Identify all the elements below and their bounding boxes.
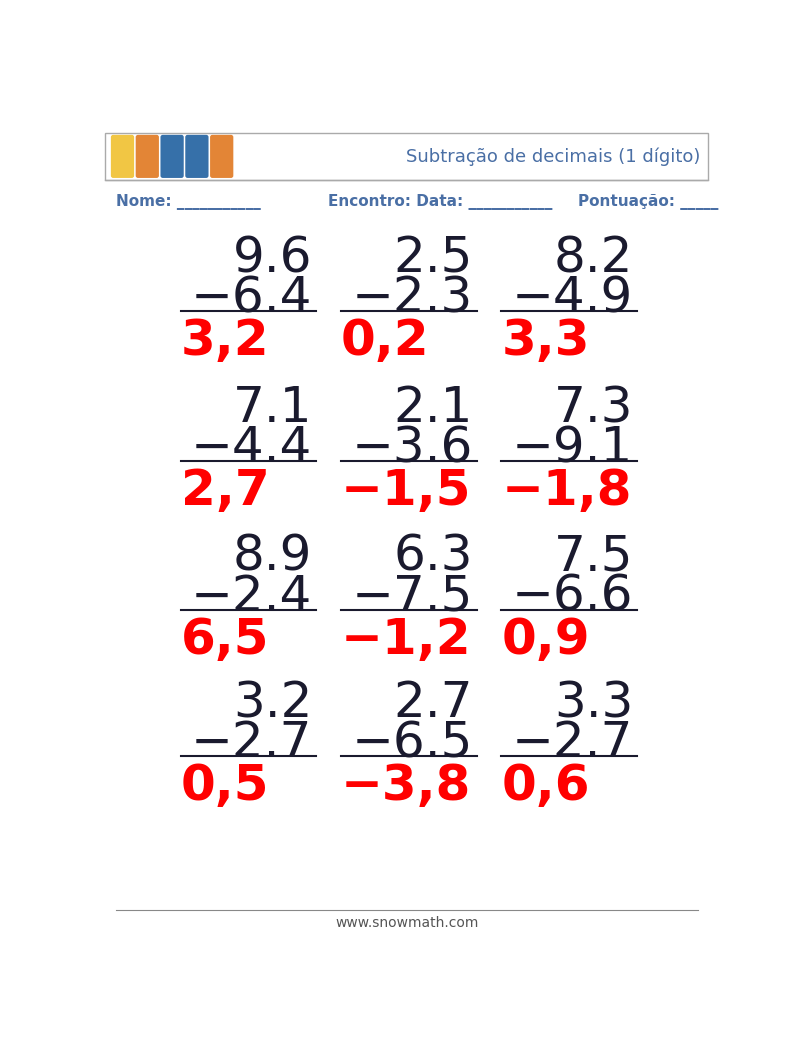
- Text: 3,2: 3,2: [180, 317, 269, 365]
- Text: 8.2: 8.2: [554, 234, 634, 282]
- Text: 3.3: 3.3: [554, 679, 634, 728]
- Text: −3.6: −3.6: [352, 424, 472, 473]
- Text: 2.1: 2.1: [393, 384, 472, 433]
- Text: 0,5: 0,5: [180, 762, 269, 811]
- Text: −6.5: −6.5: [352, 719, 472, 768]
- Text: −1,8: −1,8: [502, 468, 632, 516]
- Text: −6.6: −6.6: [511, 573, 634, 621]
- Text: Encontro: Data: ___________: Encontro: Data: ___________: [328, 194, 553, 211]
- FancyBboxPatch shape: [136, 135, 159, 178]
- Text: −7.5: −7.5: [352, 573, 472, 621]
- Text: 3,3: 3,3: [502, 317, 590, 365]
- Text: 6,5: 6,5: [180, 616, 269, 664]
- Text: 2.7: 2.7: [393, 679, 472, 728]
- Text: −1,2: −1,2: [341, 616, 472, 664]
- Text: Subtração de decimais (1 dígito): Subtração de decimais (1 dígito): [407, 147, 700, 165]
- Text: 0,2: 0,2: [341, 317, 430, 365]
- Text: www.snowmath.com: www.snowmath.com: [335, 916, 479, 931]
- Text: −1,5: −1,5: [341, 468, 472, 516]
- Text: 7.3: 7.3: [553, 384, 634, 433]
- Text: −3,8: −3,8: [341, 762, 472, 811]
- FancyBboxPatch shape: [111, 135, 134, 178]
- Text: 0,9: 0,9: [502, 616, 590, 664]
- Text: −2.7: −2.7: [512, 719, 634, 768]
- Text: 3.2: 3.2: [233, 679, 312, 728]
- Text: 0,6: 0,6: [502, 762, 590, 811]
- Text: 2.5: 2.5: [393, 234, 472, 282]
- Text: Nome: ___________: Nome: ___________: [116, 194, 261, 211]
- Text: 7.1: 7.1: [233, 384, 312, 433]
- Text: −2.4: −2.4: [191, 573, 312, 621]
- Text: Pontuação: _____: Pontuação: _____: [578, 194, 719, 211]
- Text: −6.4: −6.4: [191, 274, 312, 322]
- Text: 2,7: 2,7: [180, 468, 269, 516]
- Text: 8.9: 8.9: [233, 533, 312, 581]
- FancyBboxPatch shape: [210, 135, 233, 178]
- Text: 7.5: 7.5: [553, 533, 634, 581]
- Text: 9.6: 9.6: [233, 234, 312, 282]
- FancyBboxPatch shape: [185, 135, 209, 178]
- FancyBboxPatch shape: [106, 133, 708, 180]
- FancyBboxPatch shape: [160, 135, 183, 178]
- Text: −4.9: −4.9: [512, 274, 634, 322]
- Text: −2.3: −2.3: [352, 274, 472, 322]
- Text: −2.7: −2.7: [191, 719, 312, 768]
- Text: −9.1: −9.1: [512, 424, 634, 473]
- Text: 6.3: 6.3: [393, 533, 472, 581]
- Text: −4.4: −4.4: [191, 424, 312, 473]
